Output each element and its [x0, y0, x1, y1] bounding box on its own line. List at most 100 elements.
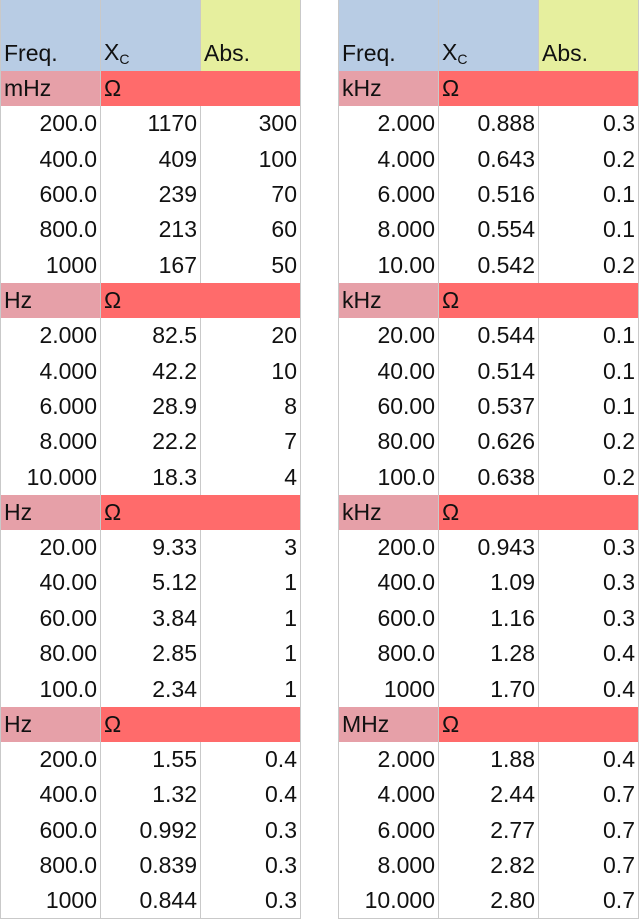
frequency-cell: 8.000: [338, 848, 439, 884]
table-row: 400.0 1.32 0.4: [0, 777, 301, 813]
reactance-cell: 167: [100, 247, 201, 283]
abs-cell: 0.7: [538, 848, 639, 884]
abs-cell: 0.3: [200, 883, 301, 920]
frequency-cell: 200.0: [338, 529, 439, 566]
frequency-cell: 40.00: [338, 353, 439, 389]
frequency-cell: 2.000: [338, 106, 439, 142]
frequency-cell: 200.0: [0, 741, 101, 778]
left-header-row: Freq. XC Abs.: [0, 0, 301, 71]
frequency-unit: mHz: [0, 71, 101, 106]
frequency-cell: 8.000: [338, 212, 439, 248]
reactance-cell: 1.16: [438, 600, 539, 637]
reactance-cell: 239: [100, 176, 201, 213]
reactance-cell: 5.12: [100, 565, 201, 601]
abs-cell: 1: [200, 600, 301, 637]
table-row: 1000 167 50: [0, 247, 301, 283]
table-row: 200.0 1170 300: [0, 106, 301, 142]
unit-row-filler: [200, 71, 301, 106]
abs-cell: 0.7: [538, 777, 639, 813]
reactance-cell: 28.9: [100, 388, 201, 425]
abs-cell: 0.7: [538, 883, 639, 920]
table-row: 800.0 213 60: [0, 212, 301, 248]
abs-cell: 60: [200, 212, 301, 248]
table-row: 100.0 2.34 1: [0, 671, 301, 707]
table-row: 60.00 3.84 1: [0, 600, 301, 637]
abs-cell: 0.1: [538, 388, 639, 425]
frequency-cell: 10.000: [338, 883, 439, 920]
table-row: 6.000 0.516 0.1: [338, 176, 639, 213]
abs-cell: 0.1: [538, 353, 639, 389]
frequency-cell: 80.00: [338, 424, 439, 460]
reactance-cell: 0.992: [100, 812, 201, 849]
unit-row-filler: [538, 71, 639, 106]
frequency-cell: 60.00: [0, 600, 101, 637]
freq-column-header: Freq.: [338, 0, 439, 71]
reactance-cell: 0.844: [100, 883, 201, 920]
table-row: 600.0 0.992 0.3: [0, 812, 301, 849]
table-row: 2.000 82.5 20: [0, 317, 301, 354]
reactance-cell: 18.3: [100, 459, 201, 495]
frequency-cell: 10.00: [338, 247, 439, 283]
reactance-cell: 0.626: [438, 424, 539, 460]
reactance-cell: 1.70: [438, 671, 539, 707]
table-row: 20.00 0.544 0.1: [338, 317, 639, 354]
frequency-cell: 400.0: [0, 777, 101, 813]
table-row: 800.0 0.839 0.3: [0, 848, 301, 884]
frequency-cell: 1000: [0, 247, 101, 283]
table-row: 20.00 9.33 3: [0, 529, 301, 566]
xc-column-header: XC: [100, 0, 201, 71]
table-row: 600.0 1.16 0.3: [338, 600, 639, 637]
abs-cell: 0.3: [200, 812, 301, 849]
abs-cell: 0.2: [538, 459, 639, 495]
unit-row: MHz Ω: [338, 706, 639, 742]
table-row: 1000 1.70 0.4: [338, 671, 639, 707]
reactance-cell: 1.88: [438, 741, 539, 778]
abs-cell: 4: [200, 459, 301, 495]
xc-header-subscript: C: [457, 51, 468, 67]
reactance-cell: 0.888: [438, 106, 539, 142]
frequency-unit: Hz: [0, 282, 101, 318]
reactance-unit: Ω: [100, 71, 201, 106]
frequency-cell: 800.0: [0, 212, 101, 248]
unit-row-filler: [538, 494, 639, 530]
abs-cell: 3: [200, 529, 301, 566]
abs-cell: 0.4: [200, 777, 301, 813]
abs-cell: 0.3: [538, 106, 639, 142]
abs-cell: 0.3: [200, 848, 301, 884]
reactance-unit: Ω: [100, 282, 201, 318]
table-row: 2.000 0.888 0.3: [338, 106, 639, 142]
table-row: 400.0 409 100: [0, 141, 301, 177]
frequency-cell: 6.000: [338, 176, 439, 213]
table-row: 8.000 22.2 7: [0, 424, 301, 460]
frequency-cell: 1000: [0, 883, 101, 920]
unit-row-filler: [538, 282, 639, 318]
frequency-cell: 10.000: [0, 459, 101, 495]
unit-row: Hz Ω: [0, 494, 301, 530]
reactance-cell: 0.544: [438, 317, 539, 354]
frequency-cell: 800.0: [0, 848, 101, 884]
frequency-cell: 400.0: [0, 141, 101, 177]
right-table: Freq. XC Abs. kHz Ω 2.000 0.888 0.3 4.000 0.643 0.…: [338, 0, 639, 920]
right-table-body: Freq. XC Abs. kHz Ω 2.000 0.888 0.3 4.000 0.643 0.…: [338, 0, 639, 920]
frequency-cell: 4.000: [338, 777, 439, 813]
frequency-cell: 4.000: [0, 353, 101, 389]
reactance-cell: 1.09: [438, 565, 539, 601]
unit-row-filler: [200, 706, 301, 742]
reactance-cell: 213: [100, 212, 201, 248]
table-row: 400.0 1.09 0.3: [338, 565, 639, 601]
table-row: 200.0 0.943 0.3: [338, 529, 639, 566]
reactance-cell: 0.537: [438, 388, 539, 425]
table-row: 80.00 2.85 1: [0, 636, 301, 672]
frequency-cell: 600.0: [0, 176, 101, 213]
reactance-cell: 0.554: [438, 212, 539, 248]
abs-cell: 50: [200, 247, 301, 283]
abs-cell: 0.1: [538, 176, 639, 213]
unit-row: Hz Ω: [0, 706, 301, 742]
unit-row-filler: [200, 282, 301, 318]
abs-cell: 100: [200, 141, 301, 177]
table-row: 40.00 0.514 0.1: [338, 353, 639, 389]
xc-column-header: XC: [438, 0, 539, 71]
frequency-cell: 4.000: [338, 141, 439, 177]
frequency-cell: 2.000: [0, 317, 101, 354]
reactance-unit: Ω: [100, 494, 201, 530]
